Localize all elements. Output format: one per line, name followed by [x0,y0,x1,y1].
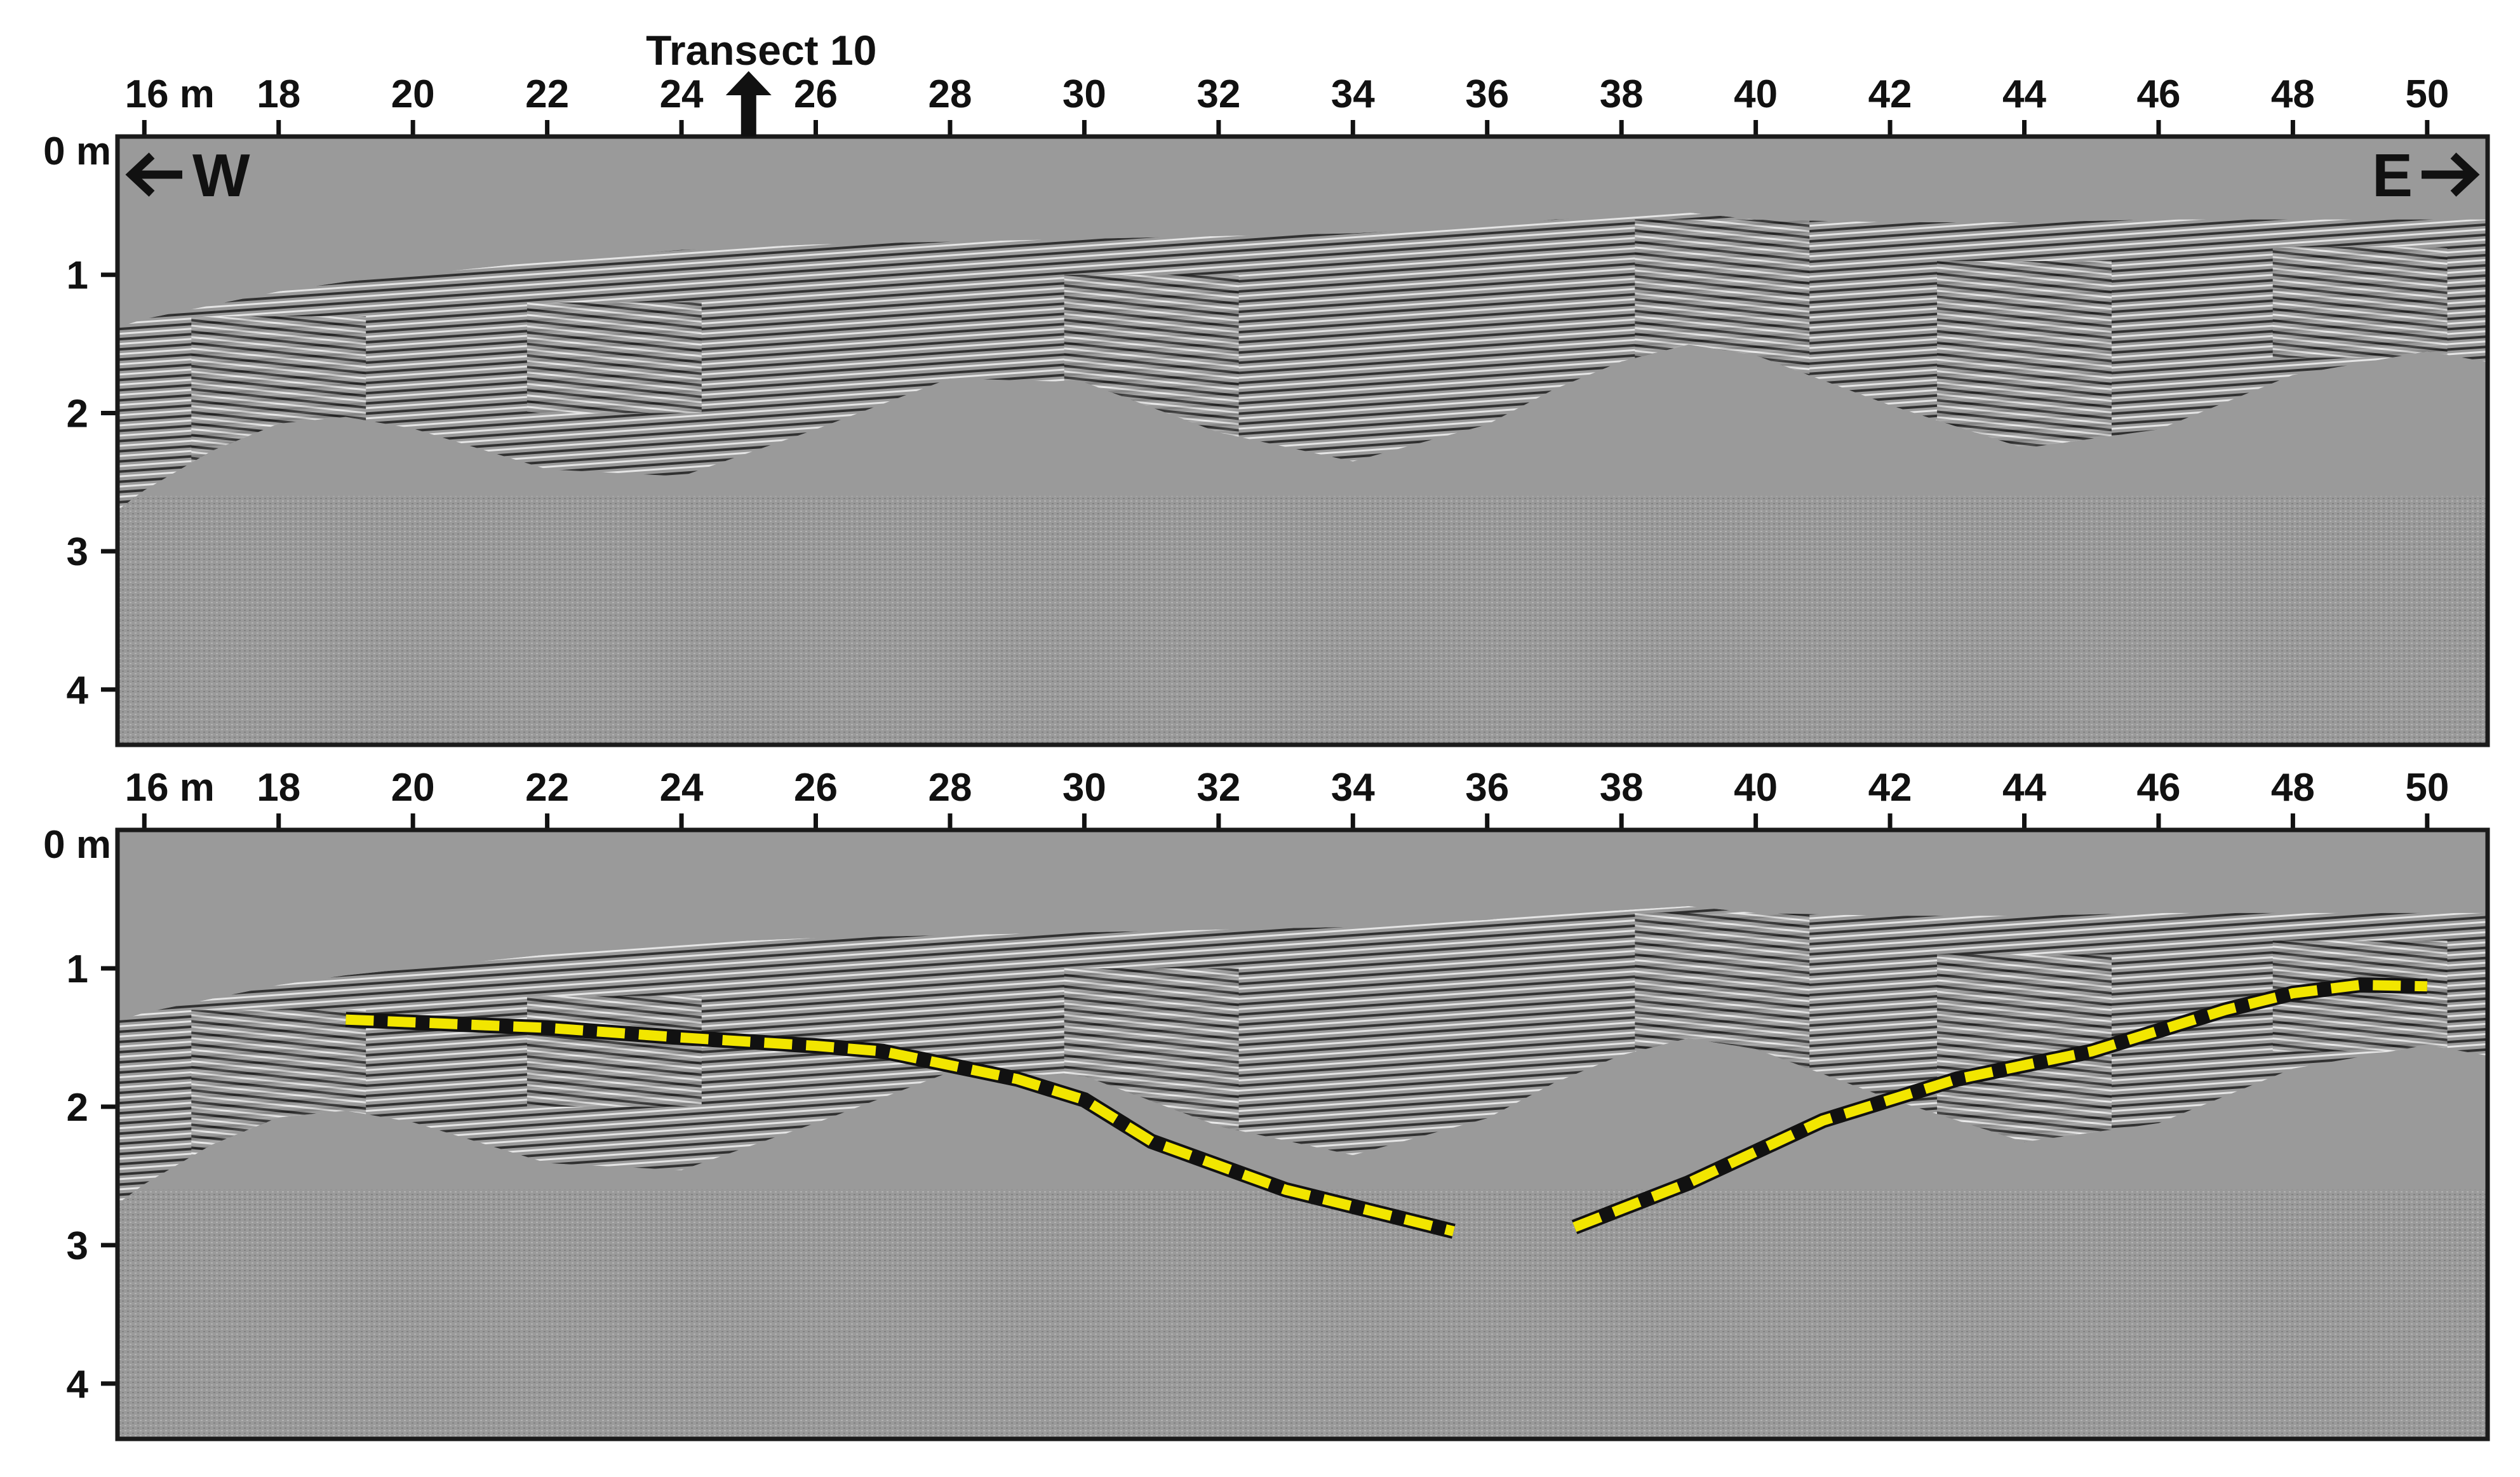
air-zone [117,137,2488,328]
x-tick-label: 40 [1734,766,1778,810]
y-tick-label: 3 [67,1224,88,1268]
y-tick-label: 4 [67,669,89,712]
x-tick-label: 42 [1868,766,1912,810]
x-tick-label: 50 [2405,72,2449,116]
x-tick-label: 36 [1465,766,1509,810]
x-tick-label: 24 [660,766,704,810]
x-tick-label: 22 [525,766,569,810]
y-tick-label: 0 m [43,130,111,173]
reflection-patch [526,302,702,413]
x-tick-label: 46 [2136,72,2180,116]
x-tick-label: 40 [1734,72,1778,116]
x-tick-label: 38 [1600,72,1644,116]
transect-arrow-icon [725,71,772,137]
interpretation-line-outline [1571,977,2428,1234]
x-tick-label: 34 [1331,72,1375,116]
x-tick-label: 50 [2405,766,2449,810]
x-tick-label: 24 [660,72,704,116]
radargram-bottom-content [117,830,2488,1439]
east-direction: E [2372,142,2480,210]
bottom-panel-x-axis: 16 m 18 20 22 24 26 28 30 32 34 36 38 40 42 44 46 48 50 [125,766,2449,830]
west-label: W [192,142,250,210]
east-arrow-icon [2422,152,2480,197]
radargram-top-content [117,137,2488,745]
x-tick-label: 44 [2002,766,2046,810]
y-tick-label: 0 m [43,823,111,867]
y-tick-label: 2 [67,392,88,436]
air-zone [117,830,2488,1021]
x-tick-label: 32 [1196,72,1240,116]
radargram-bottom-panel: 16 m 18 20 22 24 26 28 30 32 34 36 38 40 42 44 46 48 50 0… [43,766,2490,1441]
x-tick-label: 32 [1196,766,1240,810]
x-tick-label: 26 [794,766,838,810]
top-panel-x-axis: 16 m 18 20 22 24 26 28 30 32 34 36 38 40 42 44 46 48 50 [125,72,2449,137]
x-tick-label: 38 [1600,766,1644,810]
x-tick-label: 16 m [125,72,215,116]
reflection-patch [2272,247,2448,358]
y-tick-label: 3 [67,530,88,574]
x-tick-label: 16 m [125,766,215,810]
y-tick-label: 4 [67,1363,89,1407]
x-tick-label: 36 [1465,72,1509,116]
west-direction: W [125,142,250,210]
deep-noise-zone [117,1189,2488,1439]
y-tick-label: 1 [67,254,88,298]
x-tick-label: 22 [525,72,569,116]
east-label: E [2372,142,2413,210]
radargram-top-panel: 16 m 18 20 22 24 26 28 30 32 34 36 38 40 42 44 46 48 50 0… [43,72,2490,747]
x-tick-label: 28 [928,766,972,810]
reflection-patch [1937,260,2112,455]
x-tick-label: 42 [1868,72,1912,116]
deep-noise-zone [117,496,2488,745]
x-tick-label: 44 [2002,72,2046,116]
x-tick-label: 28 [928,72,972,116]
x-tick-label: 48 [2271,766,2315,810]
y-tick-label: 1 [67,947,88,991]
interpretation-line-west-segment [345,1014,1455,1236]
transect-label: Transect 10 [646,27,876,74]
x-tick-label: 48 [2271,72,2315,116]
x-tick-label: 20 [391,72,435,116]
bottom-panel-y-axis: 0 m 1 2 3 4 [43,823,117,1407]
x-tick-label: 30 [1062,72,1106,116]
interpretation-lines [345,977,2428,1239]
x-tick-label: 18 [257,72,300,116]
y-tick-label: 2 [67,1086,88,1130]
x-tick-label: 30 [1062,766,1106,810]
x-tick-label: 18 [257,766,300,810]
x-tick-label: 34 [1331,766,1375,810]
top-panel-y-axis: 0 m 1 2 3 4 [43,130,117,712]
west-arrow-icon [125,152,182,197]
bottom-panel-frame [115,827,2490,1441]
transect-marker: Transect 10 [646,27,876,137]
x-tick-label: 46 [2136,766,2180,810]
reflection-patch [526,996,702,1107]
top-panel-frame [115,134,2490,747]
x-tick-label: 26 [794,72,838,116]
x-tick-label: 20 [391,766,435,810]
